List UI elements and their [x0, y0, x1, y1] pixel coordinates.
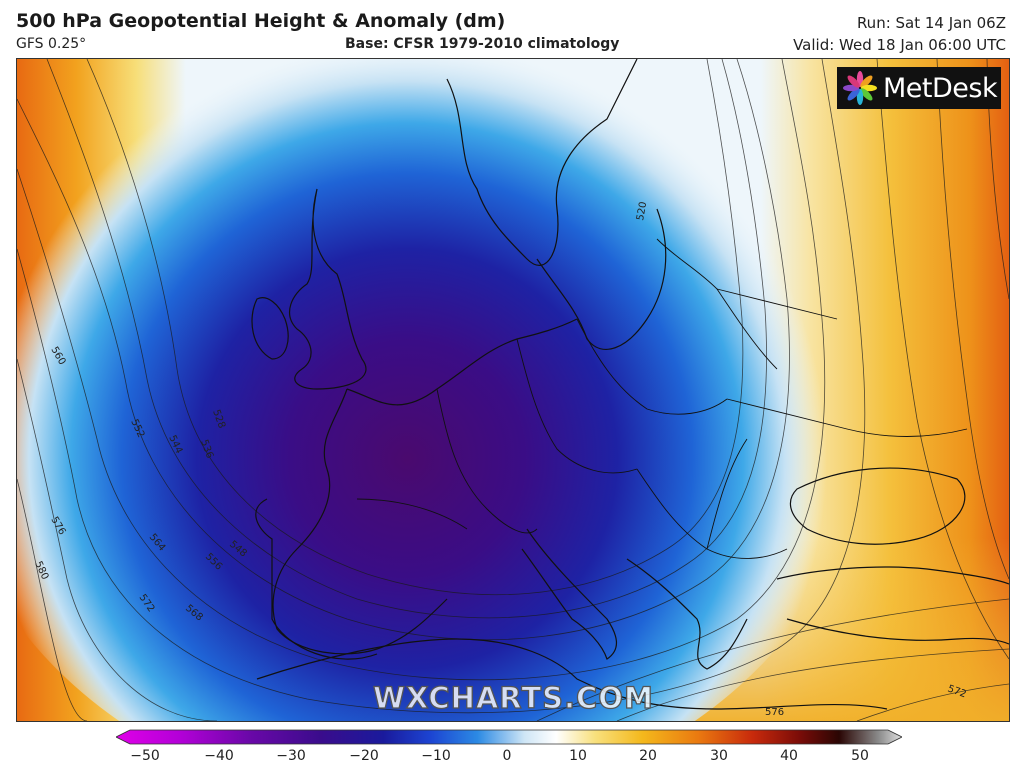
colorbar-tick: −20	[349, 748, 379, 764]
contour-label: 520	[635, 201, 649, 222]
colorbar-tick: 30	[710, 748, 728, 764]
colorbar-tick: 10	[569, 748, 587, 764]
colorbar-tick: 20	[639, 748, 657, 764]
coastlines	[251, 59, 1009, 710]
negative-anomaly-low	[17, 59, 877, 721]
metdesk-logo: MetDesk	[837, 67, 1001, 109]
anomaly-map[interactable]: 520 560 552 544 536 528 576 564 556 548 …	[16, 58, 1010, 722]
anomaly-colorbar	[116, 729, 902, 745]
country-borders	[356, 238, 968, 559]
chart-title: 500 hPa Geopotential Height & Anomaly (d…	[16, 10, 506, 32]
metdesk-flower-icon	[843, 71, 877, 105]
contour-label: 576	[765, 707, 784, 718]
colorbar-tick: −30	[276, 748, 306, 764]
metdesk-logo-text: MetDesk	[883, 72, 998, 104]
colorbar-tick: 40	[780, 748, 798, 764]
colorbar-tick: 50	[851, 748, 869, 764]
model-label: GFS 0.25°	[16, 36, 87, 52]
wxcharts-watermark: WXCHARTS.COM	[372, 680, 654, 715]
map-canvas: 520 560 552 544 536 528 576 564 556 548 …	[17, 59, 1009, 721]
height-contours	[17, 59, 1009, 721]
valid-time-label: Valid: Wed 18 Jan 06:00 UTC	[793, 36, 1006, 54]
base-climatology-label: Base: CFSR 1979-2010 climatology	[345, 36, 620, 52]
colorbar-gradient	[116, 729, 902, 745]
colorbar-tick: 0	[502, 748, 512, 764]
colorbar-tick: −50	[130, 748, 160, 764]
run-time-label: Run: Sat 14 Jan 06Z	[856, 14, 1006, 32]
colorbar-tick: −10	[421, 748, 451, 764]
colorbar-tick: −40	[204, 748, 234, 764]
